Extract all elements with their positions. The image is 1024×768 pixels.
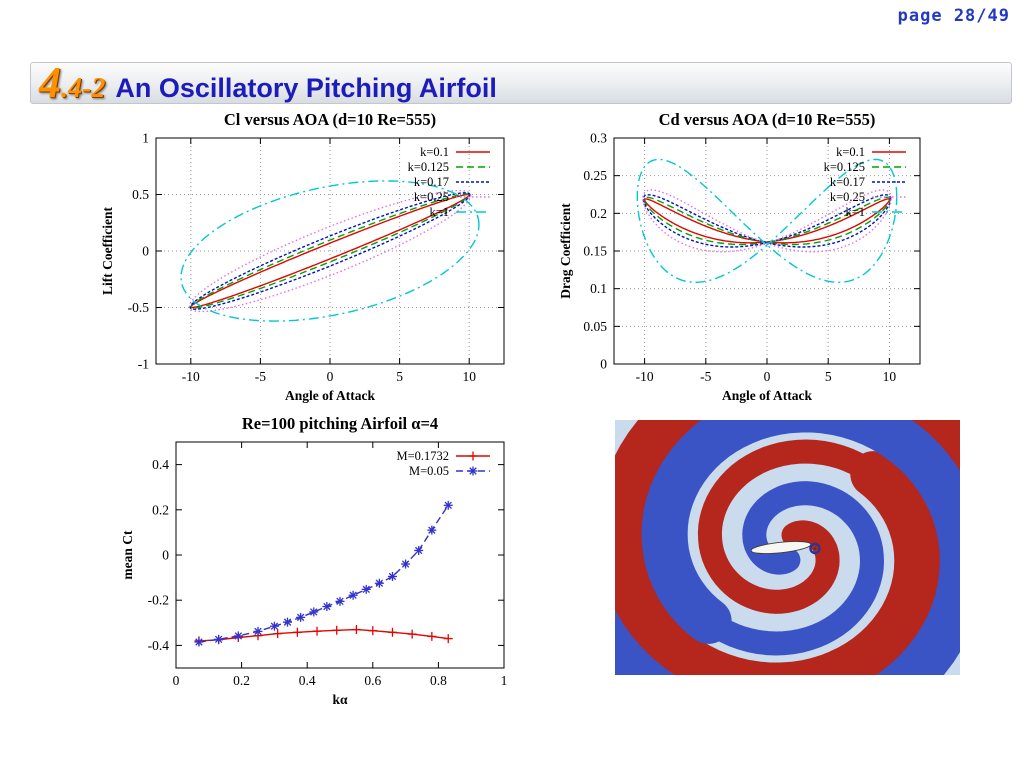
- svg-text:Lift Coefficient: Lift Coefficient: [100, 206, 115, 295]
- svg-text:-10: -10: [636, 369, 654, 384]
- chart-cd-vs-aoa: -10 -5 0 5 10 0 0.05 0.1 0.15 0.2 0.25 0.3 Cd versus…: [556, 108, 934, 408]
- svg-text:10: 10: [462, 369, 476, 384]
- svg-text:0: 0: [173, 673, 180, 688]
- chart-cl-vs-aoa: -10 -5 0 5 10 -1 -0.5 0 0.5 1 Cl versus AOA (d=10 …: [98, 108, 518, 408]
- svg-text:0: 0: [600, 357, 607, 372]
- svg-text:0.05: 0.05: [583, 319, 607, 334]
- svg-text:0.1: 0.1: [590, 281, 607, 296]
- cl_vs_aoa-svg: -10 -5 0 5 10 -1 -0.5 0 0.5 1 Cl versus AOA (d=10 …: [100, 110, 505, 403]
- svg-text:k=0.125: k=0.125: [824, 160, 865, 174]
- slide-title-bar: 4 .4-2 An Oscillatory Pitching Airfoil: [30, 58, 1012, 107]
- svg-text:M=0.05: M=0.05: [409, 464, 449, 478]
- svg-text:0.2: 0.2: [590, 206, 607, 221]
- svg-text:0.5: 0.5: [132, 187, 149, 202]
- svg-text:0.6: 0.6: [364, 673, 381, 688]
- svg-text:Re=100 pitching Airfoil α=4: Re=100 pitching Airfoil α=4: [242, 414, 438, 433]
- svg-text:-1: -1: [138, 357, 149, 372]
- svg-text:5: 5: [396, 369, 403, 384]
- svg-text:Angle of Attack: Angle of Attack: [722, 388, 812, 403]
- svg-text:k=1: k=1: [845, 205, 865, 219]
- chart-mean-ct: 0 0.2 0.4 0.6 0.8 1 -0.4 -0.2 0 0.2 0.4 Re=100 pitc…: [118, 412, 518, 712]
- svg-text:k=1: k=1: [429, 205, 449, 219]
- mean_ct-svg: 0 0.2 0.4 0.6 0.8 1 -0.4 -0.2 0 0.2 0.4 Re=100 pitc…: [120, 414, 508, 707]
- svg-text:M=0.1732: M=0.1732: [396, 449, 449, 463]
- svg-text:-0.4: -0.4: [148, 638, 170, 653]
- svg-text:k=0.1: k=0.1: [836, 145, 865, 159]
- svg-text:-5: -5: [700, 369, 711, 384]
- svg-text:k=0.25: k=0.25: [414, 190, 449, 204]
- section-number-big: 4: [39, 58, 61, 107]
- svg-text:0: 0: [327, 369, 334, 384]
- svg-text:0: 0: [764, 369, 771, 384]
- svg-text:0.2: 0.2: [233, 673, 250, 688]
- svg-text:-0.5: -0.5: [128, 300, 150, 315]
- svg-text:0.3: 0.3: [590, 131, 607, 146]
- svg-text:0.4: 0.4: [299, 673, 316, 688]
- svg-text:Drag Coefficient: Drag Coefficient: [558, 203, 573, 299]
- svg-text:10: 10: [883, 369, 897, 384]
- airfoil-shape: [750, 541, 812, 554]
- svg-text:mean Ct: mean Ct: [120, 530, 135, 580]
- svg-text:Cl versus AOA (d=10 Re=555): Cl versus AOA (d=10 Re=555): [224, 110, 436, 129]
- svg-text:0.25: 0.25: [583, 168, 607, 183]
- svg-text:k=0.25: k=0.25: [830, 190, 865, 204]
- svg-text:1: 1: [501, 673, 508, 688]
- slide-title: An Oscillatory Pitching Airfoil: [115, 73, 497, 103]
- svg-text:Cd versus AOA (d=10 Re=555): Cd versus AOA (d=10 Re=555): [659, 110, 876, 129]
- svg-text:0.4: 0.4: [152, 457, 169, 472]
- svg-text:0.2: 0.2: [152, 502, 169, 517]
- trailing-vortex-swirl: [809, 542, 821, 555]
- svg-text:k=0.17: k=0.17: [830, 175, 865, 189]
- flow-field-image: [615, 420, 960, 675]
- svg-text:kα: kα: [332, 692, 348, 707]
- svg-text:k=0.125: k=0.125: [408, 160, 449, 174]
- svg-text:-5: -5: [255, 369, 266, 384]
- svg-text:0: 0: [142, 244, 149, 259]
- svg-text:-10: -10: [182, 369, 200, 384]
- svg-text:-0.2: -0.2: [148, 593, 169, 608]
- section-number-rest: .4-2: [61, 73, 106, 104]
- svg-text:0: 0: [162, 548, 169, 563]
- svg-text:k=0.1: k=0.1: [420, 145, 449, 159]
- svg-text:5: 5: [825, 369, 832, 384]
- svg-text:1: 1: [142, 131, 149, 146]
- svg-text:0.15: 0.15: [583, 244, 607, 259]
- svg-text:Angle of Attack: Angle of Attack: [285, 388, 375, 403]
- flow-field-svg: [615, 420, 960, 675]
- page-label: page 28/49: [897, 6, 1010, 26]
- cd_vs_aoa-svg: -10 -5 0 5 10 0 0.05 0.1 0.15 0.2 0.25 0.3 Cd versus…: [558, 110, 921, 403]
- svg-text:k=0.17: k=0.17: [414, 175, 449, 189]
- svg-text:0.8: 0.8: [430, 673, 447, 688]
